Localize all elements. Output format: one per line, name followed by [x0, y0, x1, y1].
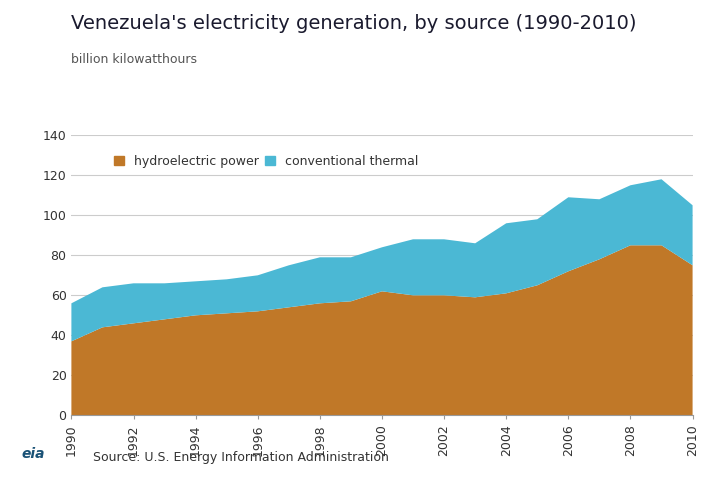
Text: Venezuela's electricity generation, by source (1990-2010): Venezuela's electricity generation, by s…: [71, 14, 637, 33]
Text: billion kilowatthours: billion kilowatthours: [71, 53, 197, 66]
Legend: hydroelectric power, conventional thermal: hydroelectric power, conventional therma…: [109, 150, 423, 173]
Text: eia: eia: [21, 447, 45, 461]
Text: Source: U.S. Energy Information Administration: Source: U.S. Energy Information Administ…: [93, 451, 388, 464]
